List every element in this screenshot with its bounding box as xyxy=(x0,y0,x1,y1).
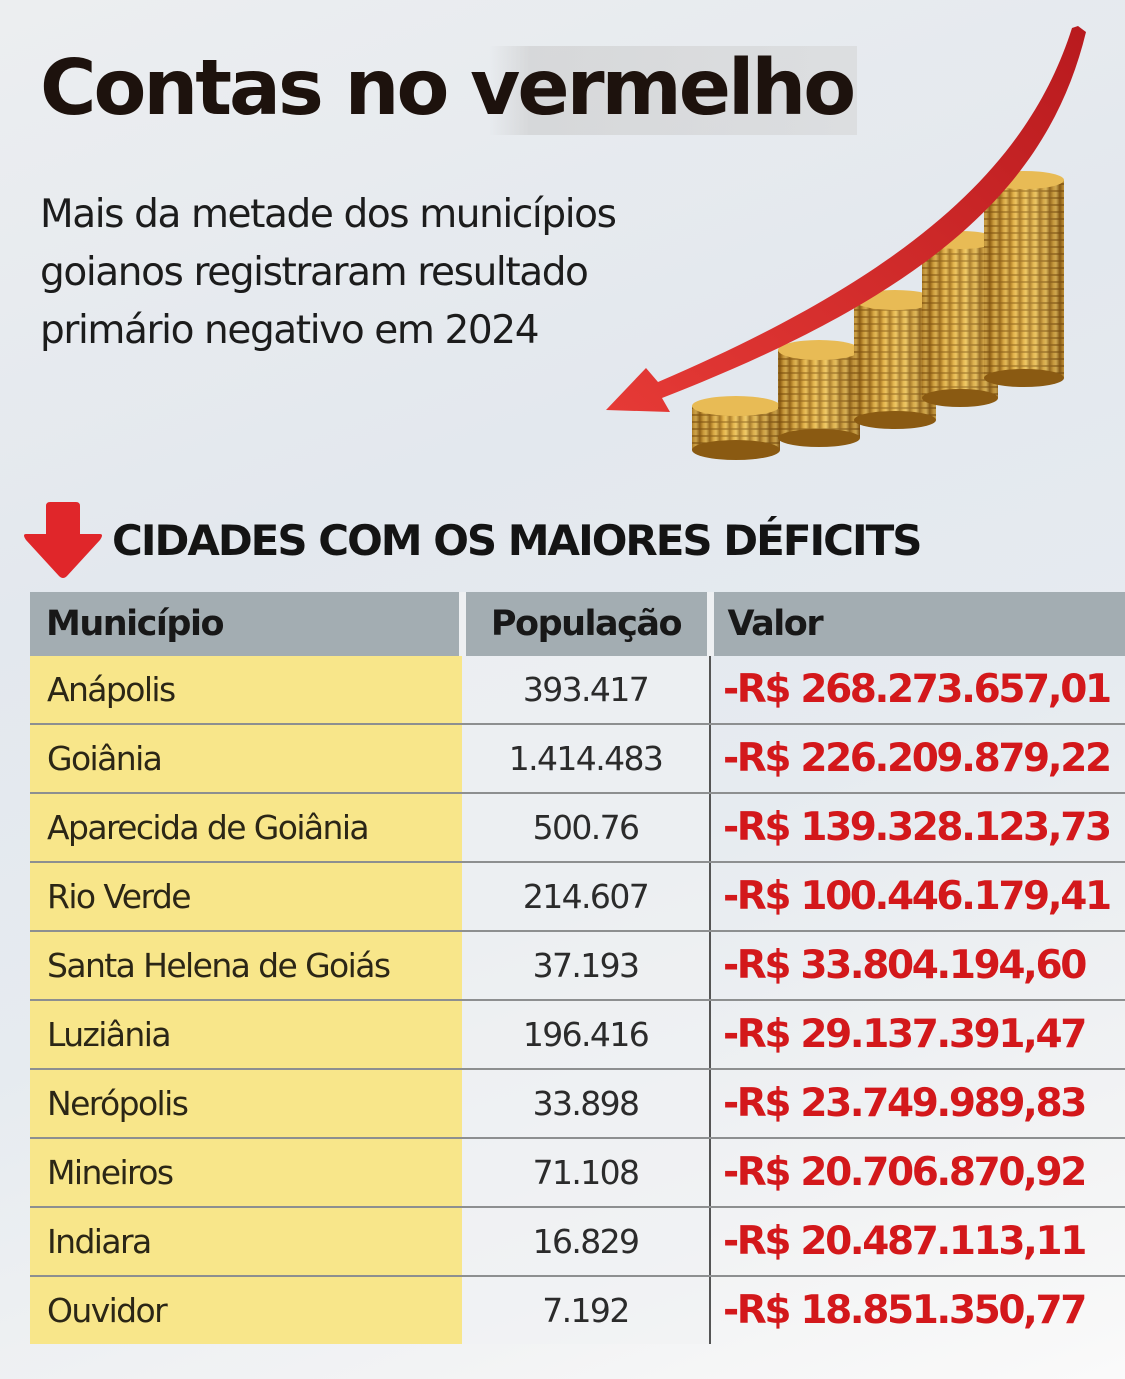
cell-municipio: Ouvidor xyxy=(30,1276,462,1344)
table-row: Luziânia 196.416 -R$ 29.137.391,47 xyxy=(30,1000,1125,1070)
cell-valor: -R$ 268.273.657,01 xyxy=(710,656,1125,725)
cell-municipio: Indiara xyxy=(30,1207,462,1277)
table-row: Indiara 16.829 -R$ 20.487.113,11 xyxy=(30,1207,1125,1277)
cell-populacao: 16.829 xyxy=(462,1207,711,1277)
cell-valor: -R$ 139.328.123,73 xyxy=(710,793,1125,863)
table-row: Santa Helena de Goiás 37.193 -R$ 33.804.19… xyxy=(30,931,1125,1001)
coin-stack-1 xyxy=(692,396,780,460)
table-row: Mineiros 71.108 -R$ 20.706.870,92 xyxy=(30,1138,1125,1208)
coin-stack-2 xyxy=(778,340,860,447)
table-row: Nerópolis 33.898 -R$ 23.749.989,83 xyxy=(30,1069,1125,1139)
cell-valor: -R$ 18.851.350,77 xyxy=(723,1288,1087,1333)
cell-populacao: 37.193 xyxy=(462,931,711,1001)
cell-populacao: 1.414.483 xyxy=(462,724,711,794)
deficits-table: Município População Valor Anápolis 393.41… xyxy=(30,592,1125,1344)
column-header-municipio: Município xyxy=(30,592,466,656)
table-row: Aparecida de Goiânia 500.76 -R$ 139.328.12… xyxy=(30,793,1125,863)
cell-municipio: Goiânia xyxy=(30,724,462,794)
cell-populacao: 196.416 xyxy=(462,1000,711,1070)
cell-valor: -R$ 23.749.989,83 xyxy=(710,1069,1125,1139)
cell-municipio: Nerópolis xyxy=(30,1069,462,1139)
coin-stack-5 xyxy=(984,171,1064,387)
cell-populacao: 33.898 xyxy=(462,1069,711,1139)
cell-municipio: Anápolis xyxy=(30,656,462,725)
cell-municipio: Santa Helena de Goiás xyxy=(30,931,462,1001)
cell-valor: -R$ 226.209.879,22 xyxy=(710,724,1125,794)
column-header-populacao: População xyxy=(462,592,714,656)
cell-municipio: Luziânia xyxy=(30,1000,462,1070)
column-header-valor: Valor xyxy=(710,592,1125,656)
table-row: Ouvidor 7.192 -R$ 18.851.350,77 xyxy=(30,1276,1125,1344)
cell-municipio: Mineiros xyxy=(30,1138,462,1208)
table-row: Rio Verde 214.607 -R$ 100.446.179,41 xyxy=(30,862,1125,932)
cell-valor: -R$ 33.804.194,60 xyxy=(710,931,1125,1001)
section-title: CIDADES COM OS MAIORES DÉFICITS xyxy=(112,515,923,565)
page-title: Contas no vermelho xyxy=(40,46,858,135)
cell-populacao: 71.108 xyxy=(462,1138,711,1208)
cell-valor: -R$ 20.706.870,92 xyxy=(710,1138,1125,1208)
cell-populacao: 500.76 xyxy=(462,793,711,863)
section-heading: CIDADES COM OS MAIORES DÉFICITS xyxy=(22,500,923,580)
cell-valor: -R$ 29.137.391,47 xyxy=(710,1000,1125,1070)
down-arrow-icon xyxy=(24,502,102,578)
cell-populacao: 7.192 xyxy=(462,1276,711,1344)
cell-municipio: Rio Verde xyxy=(30,862,462,932)
cell-populacao: 214.607 xyxy=(462,862,711,932)
cell-municipio: Aparecida de Goiânia xyxy=(30,793,462,863)
table-header-row: Município População Valor xyxy=(30,592,1125,656)
cell-populacao: 393.417 xyxy=(462,656,711,725)
falling-arrow-coins-illustration xyxy=(606,26,1086,460)
cell-valor: -R$ 20.487.113,11 xyxy=(710,1207,1125,1277)
table-row: Anápolis 393.417 -R$ 268.273.657,01 xyxy=(30,656,1125,725)
table-row: Goiânia 1.414.483 -R$ 226.209.879,22 xyxy=(30,724,1125,794)
cell-valor: -R$ 100.446.179,41 xyxy=(710,862,1125,932)
page-subtitle: Mais da metade dos municípios goianos re… xyxy=(40,192,617,353)
